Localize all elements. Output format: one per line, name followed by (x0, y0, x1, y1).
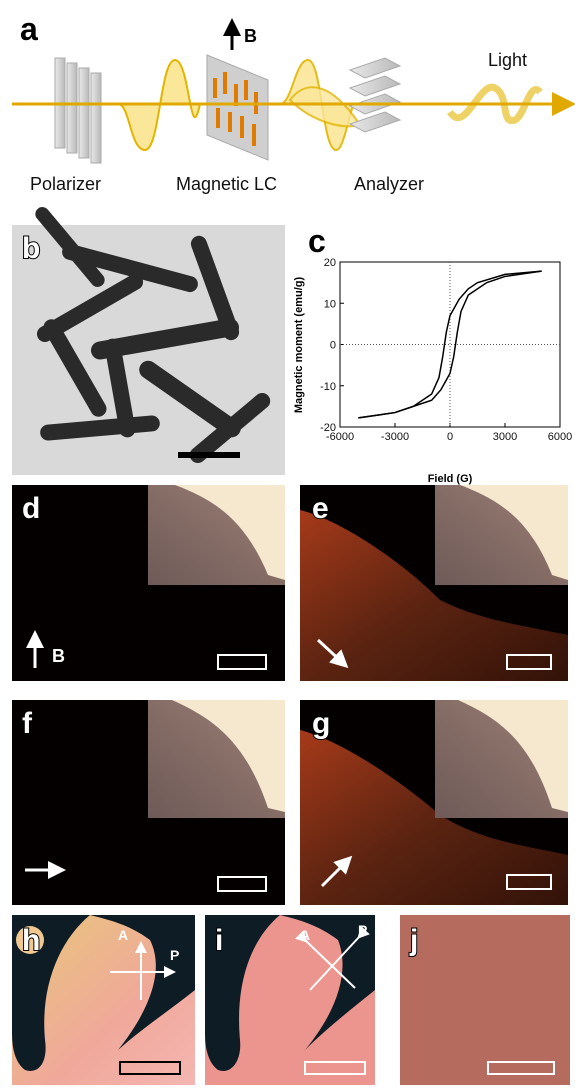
analyzer-label: A (300, 927, 310, 943)
panel-e: e (300, 485, 568, 681)
figure: a B Light Polarizer Magnetic LC Analyz (0, 0, 575, 1089)
panel-g: g (300, 700, 568, 905)
panel-label: b (22, 232, 40, 265)
panel-h: A P h (12, 915, 195, 1085)
polarizer-plates (55, 58, 101, 163)
polarizer-label: P (358, 922, 367, 938)
x-tick-label: -3000 (381, 431, 409, 443)
panel-label: h (22, 924, 40, 957)
panel-label: c (308, 223, 326, 259)
x-tick-label: -6000 (326, 431, 354, 443)
panel-d: B d (12, 485, 285, 681)
x-tick-label: 0 (447, 431, 453, 443)
y-tick-label: 10 (324, 298, 336, 310)
panel-i: A P i (205, 915, 375, 1085)
x-tick-label: 3000 (493, 431, 517, 443)
component-label: Analyzer (354, 174, 424, 194)
analyzer-label: A (118, 927, 128, 943)
polarizer-label: P (170, 947, 179, 963)
panel-j: j (400, 915, 570, 1085)
panel-label: a (20, 11, 38, 47)
y-tick-label: 20 (324, 257, 336, 269)
panel-b: b (12, 204, 285, 475)
field-label: B (52, 646, 65, 666)
panel-a: a B Light Polarizer Magnetic LC Analyz (12, 11, 570, 194)
light-label: Light (488, 50, 527, 70)
component-label: Polarizer (30, 174, 101, 194)
panel-c: c Magnetic moment (emu/g) Field (G) -20-… (293, 223, 572, 485)
analyzer-plates (350, 58, 400, 132)
component-label: Magnetic LC (176, 174, 277, 194)
panel-label: e (312, 492, 329, 525)
field-label: B (244, 26, 257, 46)
panel-label: j (409, 924, 418, 957)
y-axis-title: Magnetic moment (emu/g) (293, 277, 305, 414)
panel-label: f (22, 707, 33, 740)
x-axis-title: Field (G) (428, 473, 473, 485)
panel-f: f (12, 700, 285, 905)
lc-cell (207, 55, 268, 160)
panel-label: i (215, 924, 223, 957)
x-tick-label: 6000 (548, 431, 572, 443)
y-tick-label: 0 (330, 340, 336, 352)
panel-label: d (22, 492, 40, 525)
panel-label: g (312, 707, 330, 740)
y-tick-label: -10 (320, 381, 336, 393)
